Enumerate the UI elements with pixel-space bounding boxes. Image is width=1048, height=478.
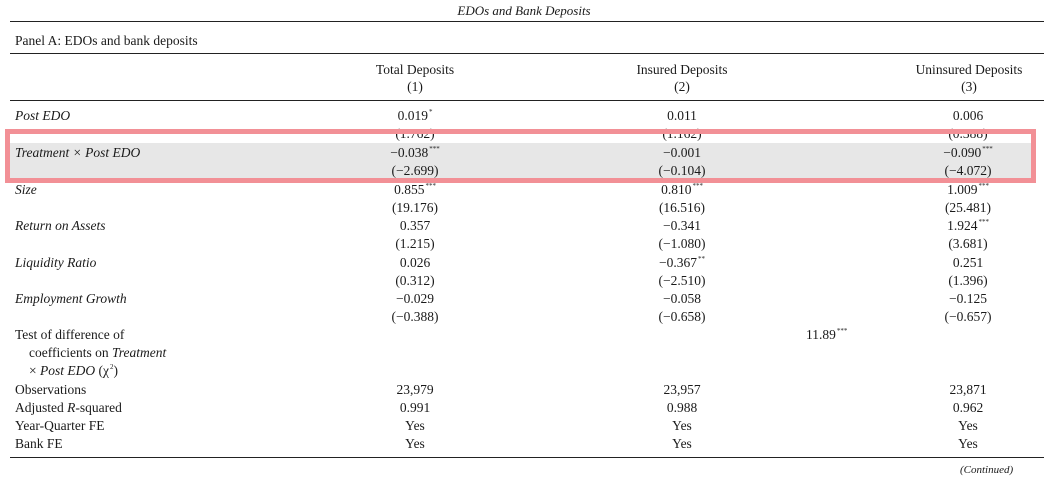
stat-cell: Yes <box>958 418 978 433</box>
coefficient-cell: −0.001 <box>663 145 701 160</box>
column-number-2: (2) <box>674 79 690 94</box>
stat-cell: 0.988 <box>666 400 698 415</box>
coefficient-cell: 1.009*** <box>947 182 989 197</box>
test-value: 11.89*** <box>806 327 848 342</box>
stat-cell: 23,957 <box>663 382 701 397</box>
t-stat-cell: (0.312) <box>395 273 435 288</box>
column-header-3: Uninsured Deposits <box>915 62 1023 77</box>
row-label: Liquidity Ratio <box>15 255 97 270</box>
test-label-line1: Test of difference of <box>15 327 125 342</box>
stat-cell: Yes <box>672 436 692 451</box>
table-title: EDOs and Bank Deposits <box>457 3 591 18</box>
test-label-line3: × Post EDO (χ2) <box>29 363 118 378</box>
t-stat-cell: (−0.388) <box>391 309 439 324</box>
row-label: Treatment × Post EDO <box>15 145 141 160</box>
stat-cell: 0.962 <box>952 400 984 415</box>
stat-label: Observations <box>15 382 87 397</box>
top-rule <box>10 21 1044 22</box>
stat-cell: Yes <box>405 436 425 451</box>
column-header-1: Total Deposits <box>375 62 455 77</box>
stat-cell: 0.991 <box>399 400 431 415</box>
column-number-3: (3) <box>961 79 977 94</box>
row-label: Employment Growth <box>15 291 127 306</box>
t-stat-cell: (−1.080) <box>658 236 706 251</box>
t-stat-cell: (−2.510) <box>658 273 706 288</box>
row-label: Size <box>15 182 37 197</box>
stat-cell: Yes <box>405 418 425 433</box>
highlight-box <box>5 129 1036 183</box>
coefficient-cell: 0.019* <box>397 108 433 123</box>
t-stat-cell: (−2.699) <box>391 163 439 178</box>
coefficient-cell: −0.367** <box>659 255 705 270</box>
bottom-rule <box>10 457 1044 458</box>
stat-label: Year-Quarter FE <box>15 418 105 433</box>
panel-rule <box>10 53 1044 54</box>
stat-cell: Yes <box>958 436 978 451</box>
coefficient-cell: 0.357 <box>399 218 431 233</box>
row-label: Return on Assets <box>15 218 106 233</box>
coefficient-cell: −0.090*** <box>943 145 993 160</box>
t-stat-cell: (1.215) <box>395 236 435 251</box>
coefficient-cell: 0.810*** <box>661 182 703 197</box>
coefficient-cell: 1.924*** <box>947 218 989 233</box>
t-stat-cell: (−0.657) <box>944 309 992 324</box>
stat-cell: Yes <box>672 418 692 433</box>
t-stat-cell: (−0.658) <box>658 309 706 324</box>
highlighted-row-shading <box>10 143 1033 181</box>
coefficient-cell: −0.058 <box>663 291 701 306</box>
t-stat-cell: (25.481) <box>944 200 992 215</box>
stat-cell: 23,871 <box>949 382 987 397</box>
coefficient-cell: −0.029 <box>396 291 434 306</box>
header-rule <box>10 100 1044 101</box>
coefficient-cell: 0.251 <box>952 255 984 270</box>
coefficient-cell: 0.006 <box>952 108 984 123</box>
row-label: Post EDO <box>15 108 71 123</box>
coefficient-cell: −0.341 <box>663 218 701 233</box>
test-label-line2: coefficients on Treatment <box>29 345 167 360</box>
column-number-1: (1) <box>407 79 423 94</box>
coefficient-cell: −0.125 <box>949 291 987 306</box>
t-stat-cell: (−0.104) <box>658 163 706 178</box>
panel-title: Panel A: EDOs and bank deposits <box>15 33 198 48</box>
coefficient-cell: −0.038*** <box>390 145 440 160</box>
stat-label: Bank FE <box>15 436 63 451</box>
stat-label: Adjusted R-squared <box>15 400 122 415</box>
t-stat-cell: (1.396) <box>948 273 988 288</box>
column-header-2: Insured Deposits <box>636 62 728 77</box>
continued-note: (Continued) <box>960 464 1014 476</box>
coefficient-cell: 0.026 <box>399 255 431 270</box>
coefficient-cell: 0.855*** <box>394 182 436 197</box>
t-stat-cell: (19.176) <box>391 200 439 215</box>
t-stat-cell: (−4.072) <box>944 163 992 178</box>
coefficient-cell: 0.011 <box>667 108 697 123</box>
stat-cell: 23,979 <box>396 382 434 397</box>
t-stat-cell: (16.516) <box>658 200 706 215</box>
t-stat-cell: (3.681) <box>948 236 988 251</box>
